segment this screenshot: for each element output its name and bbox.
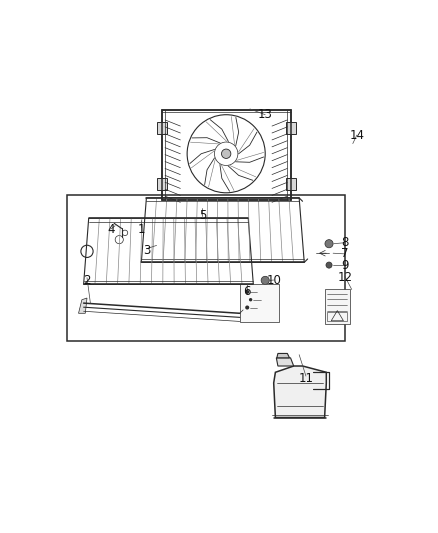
- Circle shape: [325, 240, 333, 248]
- Bar: [325, 288, 350, 324]
- Polygon shape: [78, 298, 87, 313]
- Polygon shape: [274, 366, 326, 417]
- Text: 11: 11: [298, 372, 314, 385]
- Text: 12: 12: [338, 271, 353, 284]
- Text: 6: 6: [243, 285, 250, 298]
- Bar: [327, 312, 347, 321]
- Circle shape: [326, 262, 332, 268]
- Bar: [286, 179, 296, 190]
- Circle shape: [261, 276, 269, 285]
- Text: 1: 1: [138, 223, 145, 236]
- Text: 9: 9: [341, 259, 349, 272]
- Text: 3: 3: [143, 244, 150, 257]
- Bar: [67, 195, 345, 341]
- Circle shape: [245, 290, 249, 294]
- Bar: [156, 122, 167, 134]
- Circle shape: [222, 149, 231, 158]
- Text: 7: 7: [341, 247, 349, 261]
- Text: 8: 8: [341, 236, 349, 249]
- Bar: [156, 179, 167, 190]
- Bar: [286, 122, 296, 134]
- Text: 13: 13: [258, 108, 272, 121]
- Bar: [162, 110, 291, 199]
- Polygon shape: [277, 353, 290, 358]
- Circle shape: [249, 298, 252, 302]
- Circle shape: [245, 305, 249, 310]
- Text: 2: 2: [83, 273, 91, 287]
- Text: 14: 14: [350, 128, 364, 142]
- Bar: [240, 285, 279, 322]
- Text: 10: 10: [266, 273, 281, 287]
- Text: 4: 4: [107, 223, 114, 236]
- Polygon shape: [276, 358, 294, 366]
- Text: 5: 5: [199, 209, 206, 222]
